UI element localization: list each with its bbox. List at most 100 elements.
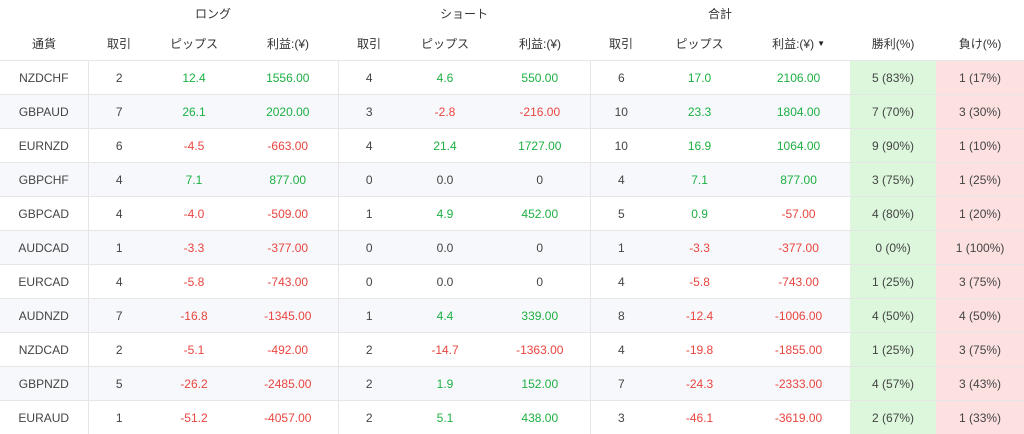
cell-short-profit: 550.00 — [490, 60, 591, 95]
cell-short-trades: 2 — [337, 366, 401, 401]
cell-total-pips: 7.1 — [652, 162, 748, 197]
cell-long-profit: -663.00 — [238, 128, 339, 163]
cell-long-profit: -377.00 — [238, 230, 339, 265]
cell-long-profit: 2020.00 — [238, 94, 339, 129]
table-row: AUDNZD 7 -16.8 -1345.00 1 4.4 339.00 8 -12.4 -100… — [0, 298, 1024, 333]
cell-pair: GBPCAD — [0, 196, 88, 231]
cell-win: 4 (80%) — [850, 196, 937, 231]
cell-short-profit: -216.00 — [490, 94, 591, 129]
cell-short-trades: 4 — [337, 60, 401, 95]
cell-short-profit: 1727.00 — [490, 128, 591, 163]
cell-pair: AUDCAD — [0, 230, 88, 265]
cell-total-profit: 877.00 — [747, 162, 851, 197]
group-long: ロング — [195, 7, 232, 21]
col-header-short-profit[interactable]: 利益:(¥) — [519, 37, 562, 51]
cell-lose: 1 (25%) — [936, 162, 1024, 197]
cell-total-profit: -1855.00 — [747, 332, 851, 367]
cell-total-trades: 4 — [589, 332, 653, 367]
cell-total-pips: 16.9 — [652, 128, 748, 163]
cell-total-trades: 1 — [589, 230, 653, 265]
cell-short-pips: 4.6 — [400, 60, 491, 95]
cell-lose: 3 (75%) — [936, 264, 1024, 299]
cell-total-pips: 17.0 — [652, 60, 748, 95]
col-header-lose[interactable]: 負け(%) — [958, 37, 1002, 51]
cell-short-pips: 5.1 — [400, 400, 491, 434]
table-row: GBPCHF 4 7.1 877.00 0 0.0 0 4 7.1 877.00 3 (75%) 1 … — [0, 162, 1024, 197]
cell-short-profit: 0 — [490, 230, 591, 265]
cell-long-pips: 7.1 — [150, 162, 238, 197]
col-header-pair[interactable]: 通貨 — [31, 37, 56, 51]
cell-pair: AUDNZD — [0, 298, 88, 333]
col-header-long-pips[interactable]: ピップス — [169, 37, 218, 51]
cell-long-profit: -1345.00 — [238, 298, 339, 333]
cell-short-pips: 0.0 — [400, 264, 491, 299]
cell-long-pips: -4.0 — [150, 196, 238, 231]
cell-lose: 3 (75%) — [936, 332, 1024, 367]
cell-short-profit: 452.00 — [490, 196, 591, 231]
cell-win: 4 (50%) — [850, 298, 937, 333]
sort-desc-icon: ▼ — [817, 39, 825, 48]
cell-total-profit: -1006.00 — [747, 298, 851, 333]
col-header-long-trades[interactable]: 取引 — [106, 37, 131, 51]
cell-short-trades: 3 — [337, 94, 401, 129]
cell-win: 5 (83%) — [850, 60, 937, 95]
col-header-total-pips[interactable]: ピップス — [675, 37, 724, 51]
cell-total-trades: 3 — [589, 400, 653, 434]
cell-total-profit: 1804.00 — [747, 94, 851, 129]
cell-long-trades: 7 — [87, 94, 150, 129]
cell-total-trades: 4 — [589, 162, 653, 197]
cell-long-trades: 6 — [87, 128, 150, 163]
cell-long-pips: -5.1 — [150, 332, 238, 367]
cell-short-trades: 0 — [337, 162, 401, 197]
cell-total-trades: 6 — [589, 60, 653, 95]
table-row: GBPCAD 4 -4.0 -509.00 1 4.9 452.00 5 0.9 -57.00 4 … — [0, 196, 1024, 231]
cell-lose: 1 (17%) — [936, 60, 1024, 95]
col-header-short-pips[interactable]: ピップス — [421, 37, 470, 51]
cell-short-trades: 4 — [337, 128, 401, 163]
cell-total-trades: 5 — [589, 196, 653, 231]
col-header-total-profit-label: 利益:(¥) — [772, 37, 815, 51]
cell-win: 9 (90%) — [850, 128, 937, 163]
cell-long-profit: 1556.00 — [238, 60, 339, 95]
col-header-short-trades[interactable]: 取引 — [357, 37, 382, 51]
cell-long-trades: 1 — [87, 400, 150, 434]
cell-short-trades: 1 — [337, 196, 401, 231]
col-header-total-trades[interactable]: 取引 — [609, 37, 634, 51]
table-row: NZDCAD 2 -5.1 -492.00 2 -14.7 -1363.00 4 -19.8 -1… — [0, 332, 1024, 367]
cell-long-pips: 26.1 — [150, 94, 238, 129]
cell-short-profit: 152.00 — [490, 366, 591, 401]
cell-pair: GBPCHF — [0, 162, 88, 197]
cell-pair: EURNZD — [0, 128, 88, 163]
cell-total-trades: 4 — [589, 264, 653, 299]
cell-lose: 3 (30%) — [936, 94, 1024, 129]
cell-win: 3 (75%) — [850, 162, 937, 197]
table-row: NZDCHF 2 12.4 1556.00 4 4.6 550.00 6 17.0 2106.00… — [0, 60, 1024, 95]
cell-short-trades: 1 — [337, 298, 401, 333]
cell-long-profit: -4057.00 — [238, 400, 339, 434]
table-row: GBPNZD 5 -26.2 -2485.00 2 1.9 152.00 7 -24.3 -233… — [0, 366, 1024, 401]
cell-pair: GBPAUD — [0, 94, 88, 129]
cell-total-trades: 10 — [589, 128, 653, 163]
cell-long-pips: -3.3 — [150, 230, 238, 265]
col-header-win[interactable]: 勝利(%) — [871, 37, 915, 51]
cell-long-profit: -509.00 — [238, 196, 339, 231]
cell-win: 1 (25%) — [850, 332, 937, 367]
col-header-total-profit[interactable]: 利益:(¥) ▼ — [747, 27, 850, 61]
cell-short-profit: -1363.00 — [490, 332, 591, 367]
col-header-long-profit[interactable]: 利益:(¥) — [267, 37, 310, 51]
cell-long-trades: 4 — [87, 196, 150, 231]
cell-total-trades: 8 — [589, 298, 653, 333]
cell-total-profit: -3619.00 — [747, 400, 851, 434]
cell-long-trades: 1 — [87, 230, 150, 265]
cell-short-trades: 2 — [337, 332, 401, 367]
cell-long-profit: 877.00 — [238, 162, 339, 197]
cell-long-trades: 2 — [87, 332, 150, 367]
cell-lose: 3 (43%) — [936, 366, 1024, 401]
table-body: NZDCHF 2 12.4 1556.00 4 4.6 550.00 6 17.0 2106.00… — [0, 60, 1024, 434]
cell-pair: NZDCAD — [0, 332, 88, 367]
cell-short-profit: 0 — [490, 264, 591, 299]
group-header-row: ロング ショート 合計 — [0, 0, 1024, 27]
cell-lose: 1 (10%) — [936, 128, 1024, 163]
cell-total-profit: -2333.00 — [747, 366, 851, 401]
